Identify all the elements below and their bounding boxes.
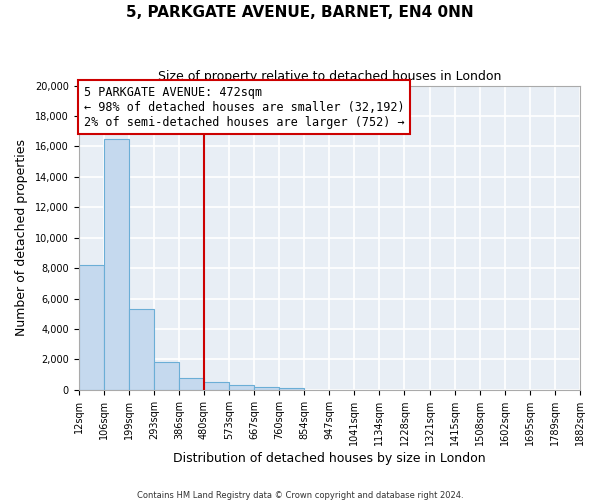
- Title: Size of property relative to detached houses in London: Size of property relative to detached ho…: [158, 70, 501, 83]
- Text: 5, PARKGATE AVENUE, BARNET, EN4 0NN: 5, PARKGATE AVENUE, BARNET, EN4 0NN: [126, 5, 474, 20]
- Text: Contains HM Land Registry data © Crown copyright and database right 2024.: Contains HM Land Registry data © Crown c…: [137, 490, 463, 500]
- Bar: [254, 387, 279, 390]
- Bar: [154, 362, 179, 390]
- Bar: [104, 139, 128, 390]
- Bar: [204, 382, 229, 390]
- Text: 5 PARKGATE AVENUE: 472sqm
← 98% of detached houses are smaller (32,192)
2% of se: 5 PARKGATE AVENUE: 472sqm ← 98% of detac…: [83, 86, 404, 128]
- Bar: [279, 388, 304, 390]
- Bar: [179, 378, 204, 390]
- X-axis label: Distribution of detached houses by size in London: Distribution of detached houses by size …: [173, 452, 485, 465]
- Bar: [79, 265, 104, 390]
- Y-axis label: Number of detached properties: Number of detached properties: [15, 139, 28, 336]
- Bar: [128, 309, 154, 390]
- Bar: [229, 386, 254, 390]
